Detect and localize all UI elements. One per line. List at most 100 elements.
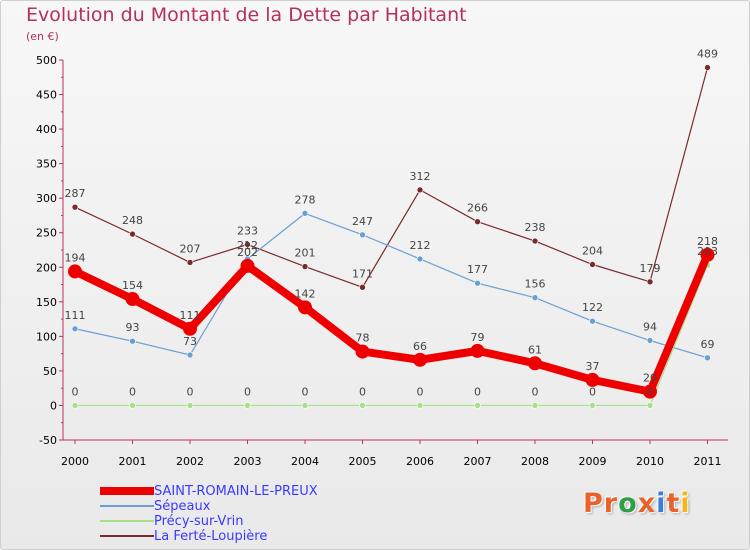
y-tick-label: 400 (36, 123, 57, 136)
legend-label: La Ferté-Loupière (154, 529, 268, 544)
logo-letter: i (656, 488, 667, 519)
data-label: 204 (582, 245, 603, 258)
series-point-1 (71, 325, 79, 333)
series-point-3 (416, 186, 424, 194)
series-point-0 (470, 343, 485, 358)
data-label: 69 (701, 338, 715, 351)
data-label: 201 (295, 247, 316, 260)
series-point-1 (186, 351, 194, 359)
chart-unit-label: (en €) (26, 30, 59, 43)
x-tick-label: 2000 (61, 455, 89, 468)
series-point-1 (531, 294, 539, 301)
y-tick-label: 350 (36, 158, 57, 171)
data-label: 78 (356, 332, 370, 345)
data-label: 0 (187, 385, 194, 398)
y-tick-label: -50 (39, 434, 57, 447)
series-point-2 (129, 402, 136, 409)
series-point-0 (240, 258, 255, 273)
y-tick-label: 200 (36, 261, 57, 274)
series-line-0 (71, 250, 712, 396)
data-label: 238 (525, 221, 546, 234)
y-tick-label: 500 (36, 54, 57, 67)
x-tick-label: 2004 (291, 455, 319, 468)
series-line-3 (74, 66, 709, 288)
legend-swatch (100, 520, 154, 522)
data-label: 179 (640, 262, 661, 275)
series-point-0 (68, 264, 82, 279)
series-point-1 (646, 337, 654, 344)
legend-label: SAINT-ROMAIN-LE-PREUX (154, 484, 318, 499)
logo-letter: i (680, 488, 691, 519)
data-label: 207 (180, 242, 201, 255)
series-point-0 (585, 372, 600, 387)
series-point-0 (643, 384, 657, 399)
data-label: 111 (180, 309, 201, 322)
chart-data-labels: 287 248 207 233 201 171 312 266 238 204 179 489 111 9… (65, 48, 719, 399)
data-label: 203 (697, 245, 718, 258)
series-line-1 (74, 212, 709, 359)
series-point-1 (301, 210, 309, 217)
x-tick-label: 2005 (349, 455, 377, 468)
series-point-0 (355, 344, 370, 359)
data-label: 0 (589, 385, 596, 398)
series-point-1 (704, 354, 711, 362)
proxiti-logo: Proxiti (583, 488, 691, 519)
series-point-2 (244, 402, 251, 409)
y-tick-label: 50 (43, 365, 57, 378)
series-point-3 (474, 218, 481, 225)
logo-letter: t (666, 488, 681, 519)
x-tick-label: 2006 (406, 455, 434, 468)
y-tick-label: 250 (36, 227, 57, 240)
x-tick-label: 2003 (234, 455, 262, 468)
series-point-0 (298, 300, 312, 315)
series-point-2 (71, 402, 79, 409)
logo-letter: x (637, 488, 657, 519)
data-label: 142 (295, 287, 316, 300)
x-tick-label: 2009 (579, 455, 607, 468)
legend-swatch (100, 505, 154, 507)
series-point-0 (700, 247, 715, 262)
data-label: 79 (471, 331, 485, 344)
data-label: 212 (410, 239, 431, 252)
data-label: 489 (697, 48, 718, 61)
y-tick-label: 300 (36, 192, 57, 205)
series-point-0 (183, 321, 197, 336)
data-label: 287 (65, 187, 86, 200)
series-point-2 (474, 402, 481, 409)
x-tick-label: 2001 (119, 455, 147, 468)
data-label: 0 (244, 385, 251, 398)
logo-letter: o (618, 488, 638, 519)
data-label: 233 (237, 224, 258, 237)
y-tick-label: 0 (50, 399, 57, 412)
series-point-3 (244, 241, 251, 248)
data-label: 0 (72, 385, 79, 398)
data-label: 171 (352, 267, 373, 280)
y-tick-label: 150 (36, 296, 57, 309)
data-label: 0 (129, 385, 136, 398)
series-point-1 (416, 255, 424, 263)
series-point-3 (646, 278, 654, 286)
series-point-2 (359, 402, 366, 409)
data-label: 312 (410, 170, 431, 183)
x-tick-label: 2010 (636, 455, 664, 468)
data-label: 266 (467, 202, 488, 215)
series-point-0 (528, 356, 542, 371)
series-point-1 (359, 231, 366, 239)
data-label: 248 (122, 214, 143, 227)
data-label: 0 (647, 385, 654, 398)
legend-swatch (100, 535, 154, 537)
data-label: 154 (122, 279, 143, 292)
data-label: 177 (467, 263, 488, 276)
data-label: 202 (237, 246, 258, 259)
logo-letter: P (583, 488, 604, 519)
series-point-3 (301, 263, 309, 270)
series-point-2 (416, 402, 424, 409)
data-label: 247 (352, 215, 373, 228)
y-tick-label: 100 (36, 330, 57, 343)
y-tick-label: 450 (36, 89, 57, 102)
chart-series (68, 64, 715, 409)
data-label: 194 (65, 251, 86, 264)
data-label: 212 (237, 239, 258, 252)
data-label: 122 (582, 301, 603, 314)
data-label: 94 (643, 321, 657, 334)
